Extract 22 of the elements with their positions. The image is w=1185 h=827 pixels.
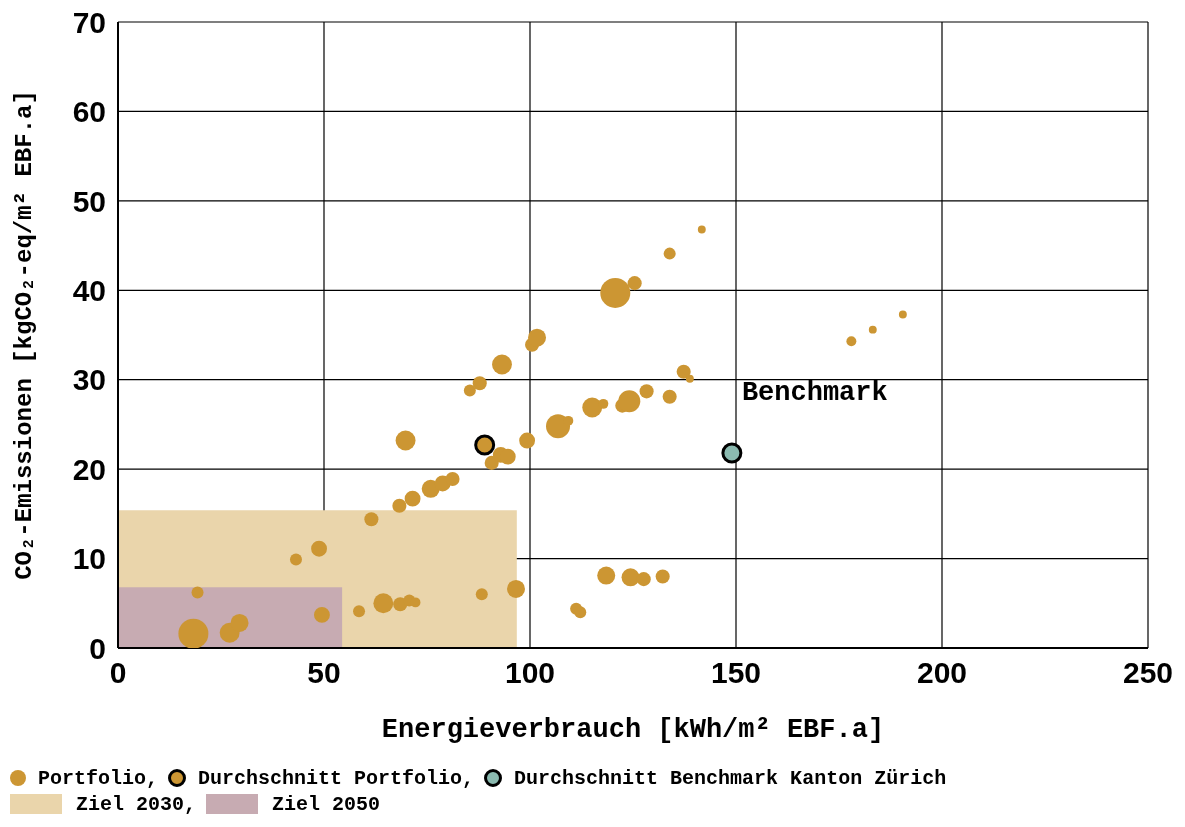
y-tick-label: 30 xyxy=(72,363,106,397)
legend-label: Durchschnitt Benchmark Kanton Zürich xyxy=(514,766,947,790)
x-tick-label: 200 xyxy=(916,656,968,690)
x-tick-label: 150 xyxy=(710,656,762,690)
x-tick-label: 100 xyxy=(504,656,556,690)
y-tick-label: 50 xyxy=(72,184,106,218)
x-tick-label: 50 xyxy=(307,656,341,690)
y-tick-label: 20 xyxy=(72,452,106,486)
y-axis-title: CO₂-Emissionen [kgCO₂-eq/m² EBF.a] xyxy=(10,90,38,580)
y-tick-label: 70 xyxy=(72,5,106,39)
x-axis-title: Energieverbrauch [kWh/m² EBF.a] xyxy=(381,715,885,745)
y-tick-label: 60 xyxy=(72,95,106,129)
annotation: Benchmark xyxy=(741,378,888,409)
legend-label: Ziel 2050 xyxy=(272,792,381,816)
x-tick-label: 0 xyxy=(109,656,127,690)
y-tick-label: 10 xyxy=(72,542,106,576)
legend-label: Portfolio, xyxy=(38,766,159,790)
y-tick-label: 0 xyxy=(89,631,106,665)
legend-label: Durchschnitt Portfolio, xyxy=(198,766,475,790)
legend-label: Ziel 2030, xyxy=(76,792,197,816)
y-tick-label: 40 xyxy=(72,273,106,307)
x-tick-label: 250 xyxy=(1122,656,1174,690)
